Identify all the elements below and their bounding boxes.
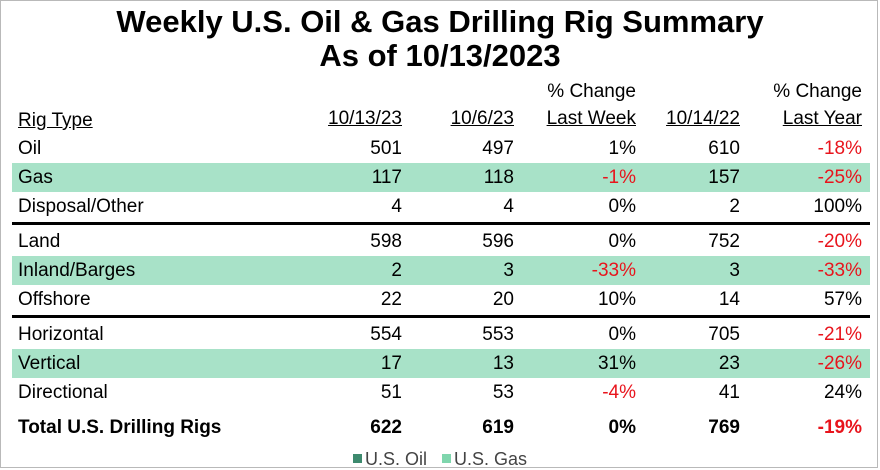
- table-row-total: Total U.S. Drilling Rigs 622 619 0% 769 -1…: [18, 417, 862, 438]
- table-header: Rig Type 10/13/23 10/6/23 % Change Last W…: [12, 78, 870, 134]
- table-row-horizontal: Horizontal 554 553 0% 705 -21%: [18, 324, 862, 345]
- header-prior-year: 10/14/22: [666, 108, 740, 129]
- group-divider: [12, 222, 870, 225]
- group-divider: [12, 315, 870, 318]
- legend-item-gas: U.S. Gas: [442, 448, 527, 470]
- header-change-last-year: % Change Last Year: [773, 81, 862, 129]
- table-row-directional: Directional 51 53 -4% 41 24%: [18, 382, 862, 403]
- table-row-land: Land 598 596 0% 752 -20%: [18, 231, 862, 252]
- header-rig-type: Rig Type: [18, 110, 93, 131]
- table-row-oil: Oil 501 497 1% 610 -18%: [18, 138, 862, 159]
- table-row-offshore: Offshore 22 20 10% 14 57%: [18, 289, 862, 310]
- page-subtitle: As of 10/13/2023: [319, 38, 561, 73]
- legend-swatch-oil: [352, 454, 362, 463]
- table-row-vertical: Vertical 17 13 31% 23 -26%: [12, 349, 870, 378]
- header-prior-week: 10/6/23: [450, 108, 514, 129]
- page-title: Weekly U.S. Oil & Gas Drilling Rig Summa…: [116, 4, 764, 39]
- table-row-gas: Gas 117 118 -1% 157 -25%: [12, 163, 870, 192]
- legend-swatch-gas: [442, 454, 451, 463]
- header-current-week: 10/13/23: [328, 108, 402, 129]
- legend-item-oil: U.S. Oil: [352, 448, 427, 470]
- header-change-last-week: % Change Last Week: [546, 81, 636, 129]
- rig-summary-table: Rig Type 10/13/23 10/6/23 % Change Last W…: [12, 78, 870, 442]
- legend: U.S. Oil U.S. Gas: [0, 448, 880, 470]
